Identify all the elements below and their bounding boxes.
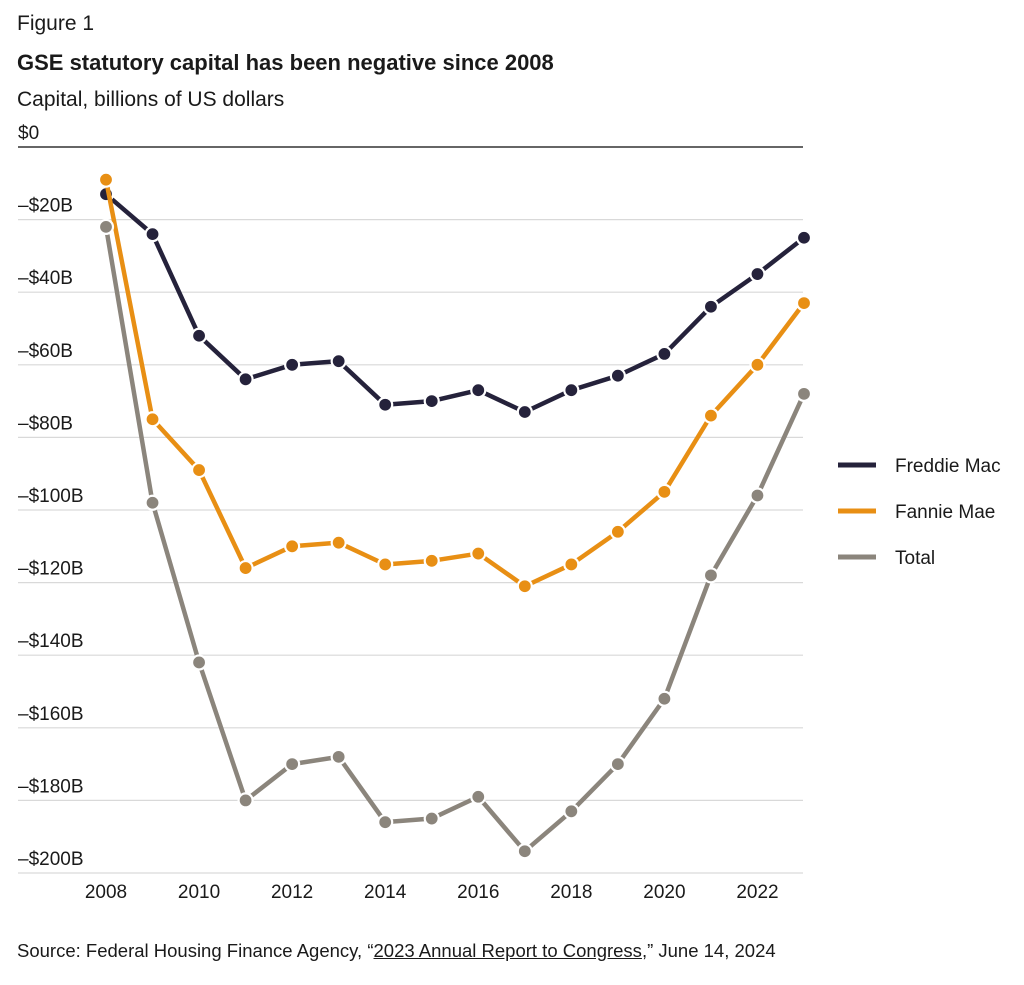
source-suffix: ,” June 14, 2024 [641, 940, 776, 961]
data-point [656, 345, 673, 363]
data-point [702, 407, 720, 424]
data-point [97, 171, 115, 188]
data-point [330, 534, 347, 551]
y-tick-label: –$20B [18, 196, 73, 217]
data-point [516, 843, 533, 860]
legend-label: Total [895, 548, 935, 569]
data-point [470, 545, 487, 562]
x-tick-label: 2012 [271, 882, 313, 903]
x-tick-label: 2008 [85, 882, 127, 903]
data-point [423, 393, 440, 410]
chart-subtitle: Capital, billions of US dollars [17, 88, 285, 111]
y-tick-label: –$180B [18, 776, 84, 797]
legend-item-fannie-mae: Fannie Mae [838, 502, 995, 523]
data-point [795, 229, 813, 246]
x-tick-label: 2022 [736, 882, 778, 903]
x-tick-label: 2014 [364, 882, 407, 903]
source-prefix: Source: Federal Housing Finance Agency, … [17, 940, 374, 961]
data-point [330, 748, 347, 765]
data-point [190, 327, 208, 344]
y-tick-label: –$120B [18, 559, 84, 580]
legend-label: Fannie Mae [895, 502, 995, 523]
data-point [144, 226, 161, 243]
data-point [144, 494, 161, 511]
y-tick-label: $0 [18, 123, 39, 144]
legend-label: Freddie Mac [895, 456, 1001, 477]
data-point [749, 487, 766, 504]
data-point [749, 356, 766, 373]
data-point [470, 788, 487, 805]
data-point [97, 218, 115, 235]
chart-title: GSE statutory capital has been negative … [17, 50, 554, 75]
data-point [749, 265, 766, 283]
y-tick-label: –$60B [18, 341, 73, 362]
data-point [237, 792, 254, 809]
x-axis-ticks: 2008 2010 2012 2014 2016 2018 2020 2022 [85, 882, 779, 903]
y-axis-ticks: $0 –$20B –$40B –$60B –$80B –$100B –$120B –$140B… [18, 123, 84, 870]
data-point [190, 654, 208, 671]
x-tick-label: 2016 [457, 882, 499, 903]
series-line [103, 191, 807, 415]
series-line [103, 224, 807, 854]
legend-item-total: Total [838, 548, 935, 569]
data-point [330, 353, 347, 370]
series-fannie-mae [97, 171, 813, 595]
data-point [237, 371, 254, 388]
data-point [284, 755, 301, 773]
data-point [609, 367, 626, 384]
series-total [97, 218, 813, 860]
data-point [423, 552, 440, 569]
data-point [377, 556, 394, 573]
data-point [237, 559, 254, 577]
data-point [609, 755, 626, 773]
data-point [190, 461, 208, 479]
data-point [702, 567, 720, 584]
x-tick-label: 2020 [643, 882, 685, 903]
data-point [423, 810, 440, 827]
source-link[interactable]: 2023 Annual Report to Congress [373, 940, 642, 961]
data-point [144, 411, 161, 428]
data-point [563, 556, 580, 573]
gridlines [18, 146, 803, 874]
data-point [656, 690, 673, 707]
series-freddie-mac [97, 186, 813, 421]
data-point [284, 356, 301, 373]
y-tick-label: –$160B [18, 704, 84, 725]
series-lines [97, 171, 813, 860]
data-point [516, 403, 533, 421]
data-point [284, 538, 301, 555]
y-tick-label: –$100B [18, 486, 84, 507]
data-point [656, 483, 673, 500]
data-point [377, 814, 394, 831]
data-point [702, 298, 720, 315]
y-tick-label: –$200B [18, 849, 84, 870]
data-point [516, 578, 533, 595]
y-tick-label: –$140B [18, 631, 84, 652]
data-point [609, 523, 626, 540]
data-point [795, 294, 813, 312]
data-point [563, 382, 580, 399]
data-point [470, 382, 487, 399]
legend: Freddie Mac Fannie Mae Total [838, 456, 1001, 569]
data-point [795, 385, 813, 402]
figure-label: Figure 1 [17, 12, 95, 35]
data-point [377, 396, 394, 413]
y-tick-label: –$80B [18, 413, 73, 434]
legend-item-freddie-mac: Freddie Mac [838, 456, 1001, 477]
x-tick-label: 2018 [550, 882, 592, 903]
y-tick-label: –$40B [18, 268, 73, 289]
x-tick-label: 2010 [178, 882, 220, 903]
line-chart: $0 –$20B –$40B –$60B –$80B –$100B –$120B –$140B… [18, 123, 1001, 903]
series-line [103, 177, 807, 589]
source-note: Source: Federal Housing Finance Agency, … [17, 940, 776, 962]
data-point [563, 803, 580, 820]
